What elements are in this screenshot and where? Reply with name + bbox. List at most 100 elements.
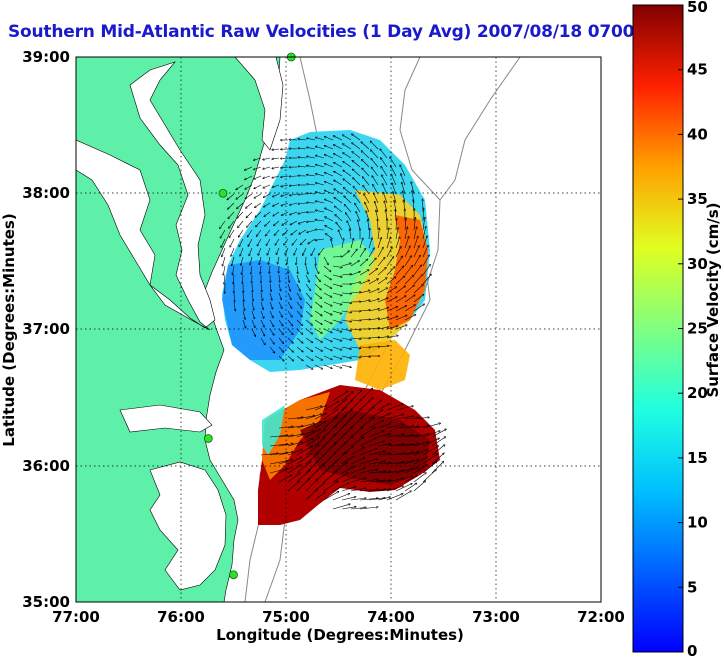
velocity-vector [314,346,322,351]
velocity-vector [395,444,414,447]
velocity-vector [254,157,262,160]
colorbar-tick-label: 5 [687,578,697,596]
velocity-vector [269,444,288,447]
velocity-vector [278,301,282,308]
velocity-vector [248,238,253,246]
velocity-vector [291,229,298,235]
velocity-vector [343,179,352,186]
velocity-vector [350,355,361,358]
velocity-vector [272,158,280,159]
velocity-vector [422,274,431,285]
velocity-vector [368,498,385,501]
velocity-vector [401,174,406,186]
velocity-vector [341,487,355,492]
velocity-vector [260,319,264,327]
velocity-vector [260,265,261,274]
velocity-vector [332,483,349,492]
velocity-vector [233,301,235,311]
velocity-vector [287,274,289,282]
velocity-vector [287,426,303,429]
velocity-vector [279,274,280,282]
velocity-vector [350,292,361,293]
velocity-vector [359,428,375,438]
velocity-vector [377,317,389,321]
velocity-vector [361,151,370,159]
colorbar-tick-label: 20 [687,384,708,402]
velocity-vector [305,292,311,299]
velocity-vector [251,265,253,274]
velocity-vector [422,245,428,258]
velocity-vector [296,355,303,361]
velocity-vector [356,212,361,222]
velocity-vector [353,186,361,195]
velocity-vector [368,420,383,429]
velocity-vector [350,478,366,483]
velocity-vector [243,292,244,301]
velocity-vector [411,182,415,195]
velocity-vector [368,269,377,276]
velocity-vector [220,229,226,238]
velocity-vector [269,319,274,327]
velocity-vector [359,280,370,285]
velocity-vector [298,139,307,140]
velocity-vector [278,467,292,474]
velocity-vector [341,392,353,402]
velocity-vector [404,305,415,312]
velocity-vector [268,256,271,264]
velocity-vector [368,461,385,465]
velocity-vector [263,175,271,178]
velocity-vector [305,265,308,274]
y-tick: 37:00 [22,320,70,338]
velocity-vector [287,457,301,465]
velocity-vector [315,230,325,231]
velocity-vector [395,256,403,267]
velocity-vector [221,238,226,247]
velocity-vector [341,400,352,411]
velocity-vector [260,310,264,318]
velocity-vector [341,263,351,267]
velocity-vector [278,319,283,326]
velocity-vector [278,337,284,343]
velocity-vector [260,292,263,301]
velocity-vector [368,400,382,411]
velocity-vector [239,238,244,247]
velocity-vector [287,301,292,308]
velocity-vector [281,202,289,206]
velocity-vector [341,274,351,275]
velocity-vector [404,427,419,429]
velocity-vector [297,265,298,274]
velocity-vector [359,479,378,483]
velocity-vector [269,301,273,309]
velocity-vector [323,355,332,360]
velocity-vector [386,425,404,429]
velocity-vector [368,258,376,267]
velocity-vector [341,251,349,258]
velocity-vector [377,268,386,276]
x-tick-labels: 77:00 76:00 75:00 74:00 73:00 72:00 [52,608,625,626]
velocity-vector [323,310,332,315]
velocity-vector [395,286,405,294]
velocity-vector [368,471,385,474]
radar-station-marker [218,188,228,198]
velocity-vector [307,175,316,177]
velocity-vector [296,310,302,317]
albemarle-sound [119,404,213,433]
x-tick: 75:00 [262,608,310,626]
velocity-vectors [220,134,447,510]
velocity-vector [229,229,235,238]
velocity-vector [341,346,351,349]
velocity-vector [368,299,379,303]
velocity-vector [341,328,351,331]
x-axis-label: Longitude (Degrees:Minutes) [216,626,464,644]
velocity-vector [413,457,428,465]
velocity-vector [413,473,426,483]
velocity-vector [240,247,244,256]
velocity-vector [245,175,253,180]
velocity-vector [281,184,289,187]
velocity-vector [365,202,370,213]
velocity-vector [323,319,332,324]
velocity-vector [341,477,355,483]
velocity-vector [314,438,324,447]
velocity-vector [341,337,351,340]
velocity-vector [341,319,351,322]
